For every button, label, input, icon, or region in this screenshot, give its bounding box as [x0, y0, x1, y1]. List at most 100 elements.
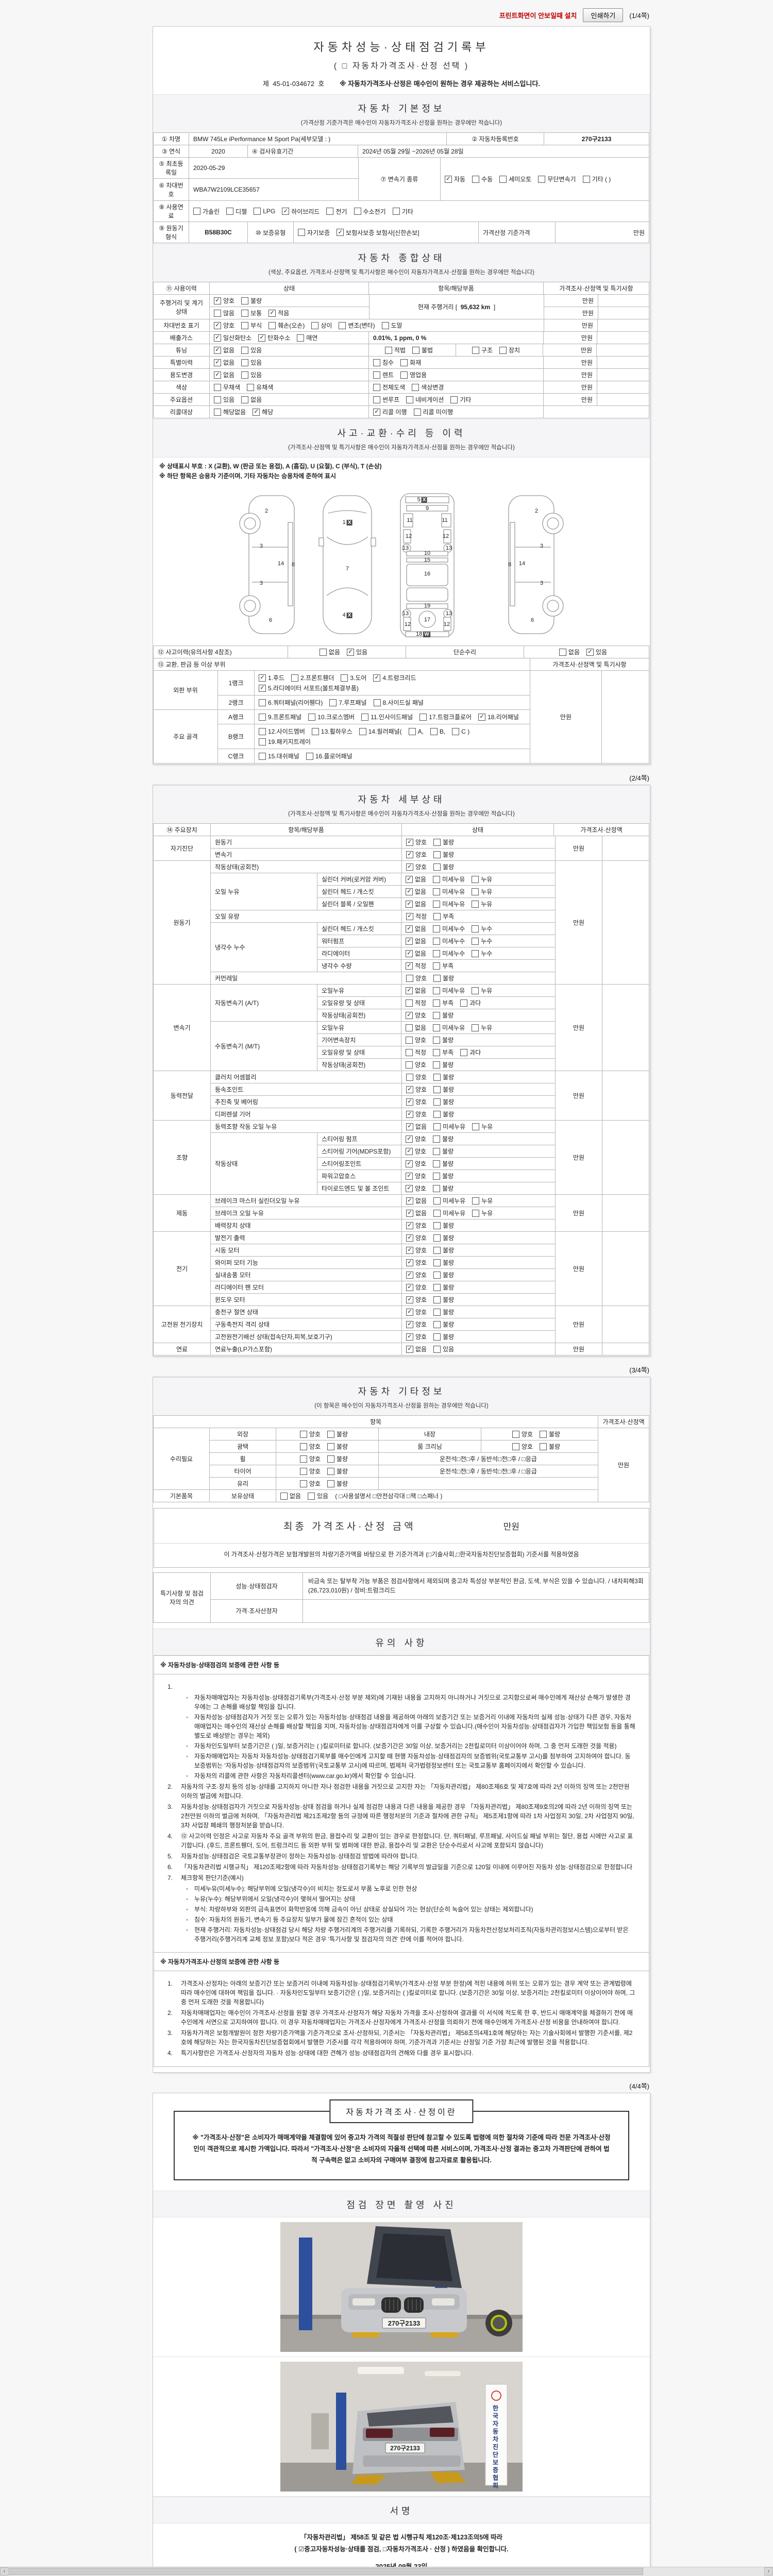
- checkbox[interactable]: [406, 863, 413, 871]
- checkbox[interactable]: [499, 175, 507, 183]
- checkbox[interactable]: [472, 1024, 479, 1031]
- checkbox[interactable]: [433, 1345, 441, 1353]
- checkbox[interactable]: [559, 648, 566, 656]
- checkbox[interactable]: [326, 208, 334, 215]
- checkbox[interactable]: [433, 900, 441, 908]
- checkbox[interactable]: [406, 1246, 413, 1254]
- checkbox[interactable]: [433, 1048, 441, 1056]
- checkbox[interactable]: [373, 699, 381, 706]
- checkbox[interactable]: [406, 1209, 413, 1217]
- checkbox[interactable]: [433, 1086, 441, 1093]
- checkbox[interactable]: [241, 371, 249, 379]
- checkbox[interactable]: [406, 974, 413, 982]
- checkbox[interactable]: [472, 1197, 480, 1205]
- scroll-right-arrow[interactable]: ›: [764, 2567, 773, 2575]
- checkbox[interactable]: [406, 1086, 413, 1093]
- checkbox[interactable]: [406, 1073, 413, 1081]
- checkbox[interactable]: [298, 229, 305, 236]
- checkbox[interactable]: [214, 334, 221, 342]
- checkbox[interactable]: [259, 727, 266, 735]
- checkbox[interactable]: [406, 1098, 413, 1106]
- checkbox[interactable]: [214, 297, 221, 304]
- checkbox[interactable]: [406, 1147, 413, 1155]
- checkbox[interactable]: [472, 1209, 480, 1217]
- checkbox[interactable]: [406, 838, 413, 846]
- checkbox[interactable]: [406, 912, 413, 920]
- checkbox[interactable]: [433, 1320, 441, 1328]
- checkbox[interactable]: [214, 371, 221, 379]
- checkbox[interactable]: [406, 1036, 413, 1044]
- checkbox[interactable]: [406, 1345, 413, 1353]
- checkbox[interactable]: [433, 851, 441, 858]
- checkbox[interactable]: [406, 1011, 413, 1019]
- checkbox[interactable]: [472, 875, 479, 883]
- checkbox[interactable]: [319, 648, 327, 656]
- print-install-link[interactable]: 프린트화면이 안보일때 설치: [499, 12, 577, 20]
- checkbox[interactable]: [291, 674, 299, 682]
- checkbox[interactable]: [472, 987, 479, 994]
- checkbox[interactable]: [254, 208, 261, 215]
- checkbox[interactable]: [259, 699, 266, 706]
- checkbox[interactable]: [329, 699, 337, 706]
- horizontal-scrollbar[interactable]: ‹ ›: [0, 2567, 773, 2576]
- checkbox[interactable]: [354, 208, 361, 215]
- checkbox[interactable]: [406, 900, 413, 908]
- checkbox[interactable]: [499, 346, 507, 354]
- checkbox[interactable]: [241, 359, 249, 366]
- checkbox[interactable]: [433, 1234, 441, 1242]
- checkbox[interactable]: [361, 713, 369, 721]
- checkbox[interactable]: [339, 321, 346, 329]
- checkbox[interactable]: [308, 1492, 315, 1500]
- print-button[interactable]: 인쇄하기: [583, 8, 624, 22]
- checkbox[interactable]: [406, 1296, 413, 1303]
- checkbox[interactable]: [259, 684, 266, 692]
- checkbox[interactable]: [460, 1048, 468, 1056]
- checkbox[interactable]: [282, 208, 290, 215]
- checkbox[interactable]: [433, 1123, 441, 1130]
- checkbox[interactable]: [259, 738, 266, 745]
- checkbox[interactable]: [433, 999, 441, 1007]
- checkbox[interactable]: [433, 1172, 441, 1180]
- checkbox[interactable]: [433, 974, 441, 982]
- checkbox[interactable]: [472, 937, 479, 945]
- checkbox[interactable]: [258, 334, 266, 342]
- checkbox[interactable]: [433, 1036, 441, 1044]
- checkbox[interactable]: [373, 371, 380, 379]
- checkbox[interactable]: [406, 925, 413, 933]
- checkbox[interactable]: [433, 1222, 441, 1229]
- checkbox[interactable]: [512, 1430, 519, 1438]
- checkbox[interactable]: [299, 1467, 307, 1475]
- checkbox[interactable]: [478, 713, 486, 721]
- checkbox[interactable]: [280, 1492, 288, 1500]
- checkbox[interactable]: [433, 1011, 441, 1019]
- checkbox[interactable]: [214, 321, 221, 329]
- checkbox[interactable]: [406, 1135, 413, 1143]
- checkbox[interactable]: [433, 875, 441, 883]
- checkbox[interactable]: [373, 408, 380, 416]
- checkbox[interactable]: [373, 396, 380, 403]
- checkbox[interactable]: [311, 727, 319, 735]
- checkbox[interactable]: [472, 888, 479, 895]
- checkbox[interactable]: [381, 321, 389, 329]
- checkbox[interactable]: [433, 950, 441, 957]
- checkbox[interactable]: [450, 396, 458, 403]
- checkbox[interactable]: [406, 851, 413, 858]
- checkbox[interactable]: [412, 383, 419, 391]
- checkbox[interactable]: [311, 321, 319, 329]
- checkbox[interactable]: [373, 359, 380, 366]
- checkbox[interactable]: [433, 1259, 441, 1266]
- checkbox[interactable]: [406, 999, 413, 1007]
- checkbox[interactable]: [347, 648, 354, 656]
- checkbox[interactable]: [433, 1197, 441, 1205]
- checkbox[interactable]: [433, 1073, 441, 1081]
- checkbox[interactable]: [406, 1061, 413, 1069]
- checkbox[interactable]: [268, 321, 276, 329]
- checkbox[interactable]: [299, 1480, 307, 1487]
- checkbox[interactable]: [433, 888, 441, 895]
- checkbox[interactable]: [247, 383, 255, 391]
- checkbox[interactable]: [253, 408, 260, 416]
- checkbox[interactable]: [406, 1222, 413, 1229]
- checkbox[interactable]: [406, 888, 413, 895]
- checkbox[interactable]: [406, 1320, 413, 1328]
- checkbox[interactable]: [433, 1147, 441, 1155]
